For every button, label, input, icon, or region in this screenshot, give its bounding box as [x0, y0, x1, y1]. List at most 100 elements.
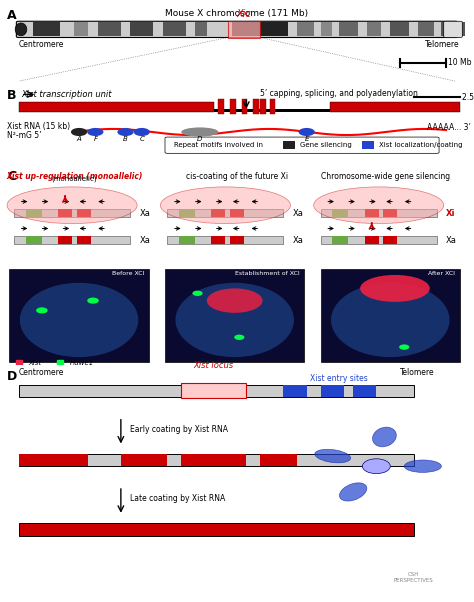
Ellipse shape [192, 291, 202, 296]
Bar [179, 209, 195, 217]
Text: Xist entry sites: Xist entry sites [310, 374, 368, 383]
Bar [441, 22, 465, 37]
Bar [181, 454, 246, 466]
Bar [167, 236, 283, 244]
Bar [77, 209, 91, 217]
Text: Late coating by Xist RNA: Late coating by Xist RNA [130, 494, 226, 503]
Text: D: D [197, 136, 202, 142]
Text: AAAAA... 3’: AAAAA... 3’ [428, 123, 471, 132]
Text: Establishment of XCI: Establishment of XCI [235, 272, 300, 276]
Text: After XCI: After XCI [428, 272, 456, 276]
Text: C: C [139, 136, 144, 142]
Bar [228, 21, 260, 37]
Ellipse shape [373, 427, 396, 447]
Bar [270, 99, 275, 114]
Bar [253, 99, 259, 114]
Bar [14, 209, 130, 217]
Bar [260, 99, 266, 114]
Bar [365, 209, 379, 217]
Text: D: D [7, 370, 18, 383]
Bar [26, 209, 42, 217]
Text: B: B [123, 136, 128, 142]
Ellipse shape [315, 449, 351, 463]
Bar [211, 209, 226, 217]
Bar [260, 454, 297, 466]
Ellipse shape [71, 128, 87, 136]
Text: Xi: Xi [446, 209, 456, 218]
Bar [18, 454, 413, 466]
Text: Centromere: Centromere [18, 40, 64, 49]
Ellipse shape [360, 275, 430, 302]
Bar [383, 209, 397, 217]
Ellipse shape [399, 344, 410, 350]
Ellipse shape [314, 187, 444, 223]
Text: Xa: Xa [139, 235, 150, 244]
Bar [365, 236, 379, 244]
Text: Centromere: Centromere [18, 368, 64, 377]
Text: E: E [304, 136, 309, 142]
Bar [179, 236, 195, 244]
Bar [283, 385, 307, 397]
Ellipse shape [339, 483, 367, 501]
Bar [230, 99, 236, 114]
Bar [18, 523, 413, 536]
Text: Xa: Xa [293, 235, 304, 244]
Text: 5’ capping, splicing, and polyadenylation: 5’ capping, splicing, and polyadenylatio… [260, 90, 418, 99]
Bar [195, 22, 207, 37]
Text: Xist RNA (15 kb): Xist RNA (15 kb) [7, 122, 70, 131]
Bar [214, 108, 330, 112]
Bar [167, 209, 283, 217]
Text: Xa: Xa [293, 209, 304, 218]
Bar [367, 22, 381, 37]
Text: Telomere: Telomere [425, 40, 460, 49]
Text: A: A [77, 136, 82, 142]
FancyBboxPatch shape [165, 137, 439, 154]
Ellipse shape [118, 128, 134, 136]
Text: CSH
PERSPECTIVES: CSH PERSPECTIVES [393, 572, 433, 583]
Text: Repeat motifs involved in: Repeat motifs involved in [174, 142, 263, 148]
Ellipse shape [36, 308, 48, 314]
Bar [219, 99, 224, 114]
Ellipse shape [299, 128, 315, 136]
Bar [165, 269, 304, 362]
Ellipse shape [15, 23, 27, 36]
Text: Mouse X chromosome (171 Mb): Mouse X chromosome (171 Mb) [165, 9, 309, 18]
Bar [33, 22, 61, 37]
Bar [332, 236, 348, 244]
Text: 2.5 kb: 2.5 kb [462, 93, 474, 102]
Bar [74, 22, 88, 37]
Text: (monoallelic): (monoallelic) [52, 176, 97, 182]
Ellipse shape [87, 128, 103, 136]
Text: Xist localization/coating: Xist localization/coating [379, 142, 462, 148]
Bar [211, 236, 226, 244]
Bar [121, 454, 167, 466]
Bar [58, 236, 72, 244]
Bar [297, 22, 314, 37]
Bar [320, 236, 437, 244]
Bar [353, 385, 376, 397]
Text: N²-mG 5’: N²-mG 5’ [7, 131, 42, 140]
Text: Xist locus: Xist locus [194, 361, 234, 370]
Bar [320, 22, 332, 37]
Text: Telomere: Telomere [400, 368, 434, 377]
Bar [339, 22, 358, 37]
Bar [242, 99, 247, 114]
Bar [130, 22, 154, 37]
Bar [283, 141, 295, 149]
Text: Xist transcription unit: Xist transcription unit [21, 90, 111, 99]
Bar [390, 22, 409, 37]
Ellipse shape [234, 335, 245, 340]
Bar [320, 269, 460, 362]
Ellipse shape [181, 128, 219, 137]
FancyBboxPatch shape [444, 21, 462, 37]
Text: Huwe1: Huwe1 [70, 360, 94, 366]
Bar [9, 269, 149, 362]
Text: Xist: Xist [28, 360, 41, 366]
Ellipse shape [160, 187, 291, 223]
Text: Xic: Xic [237, 9, 251, 19]
Ellipse shape [331, 283, 449, 357]
Ellipse shape [134, 128, 150, 136]
Bar [18, 102, 214, 112]
Ellipse shape [207, 288, 263, 313]
Ellipse shape [7, 187, 137, 223]
